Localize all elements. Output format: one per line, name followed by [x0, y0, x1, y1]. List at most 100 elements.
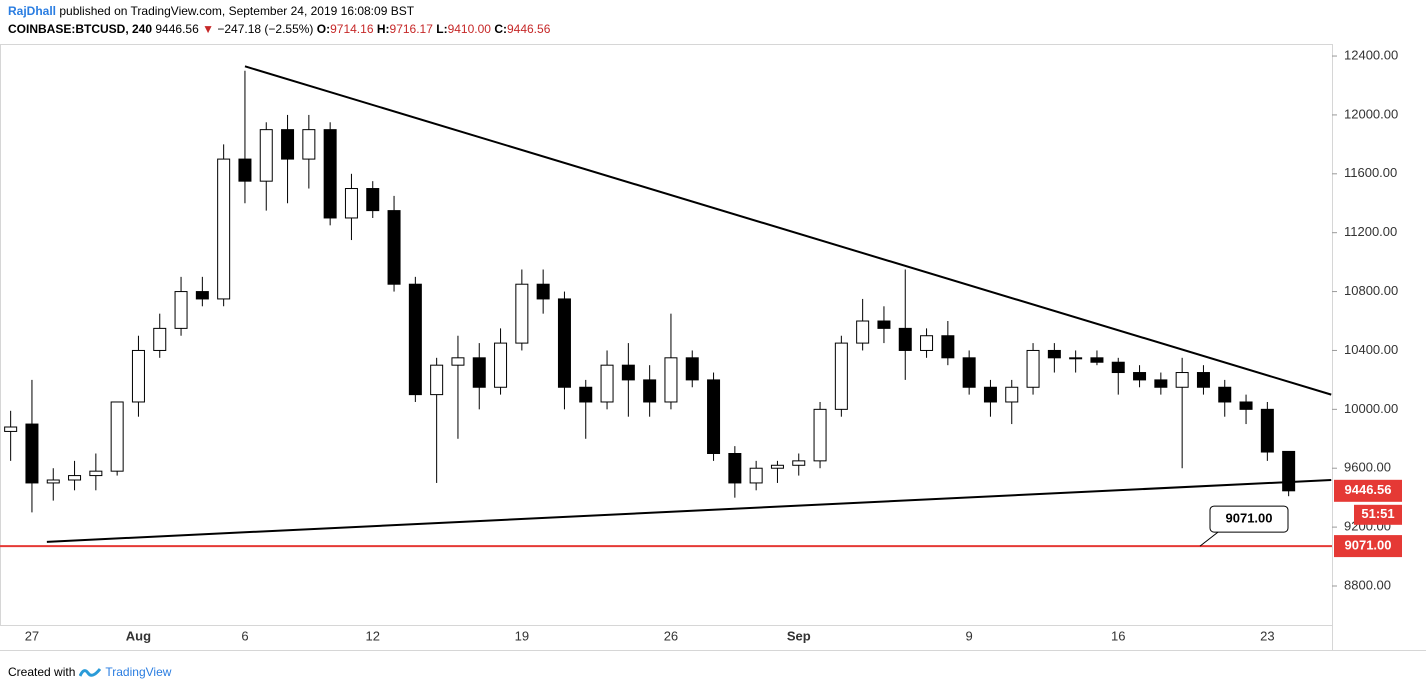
candle-body	[983, 386, 997, 403]
y-tick-label: 12400.00	[1344, 47, 1398, 62]
countdown: 51:51	[1361, 506, 1394, 521]
candle-body	[259, 129, 273, 182]
candle-body	[25, 423, 39, 484]
x-tick-label: 23	[1260, 628, 1274, 643]
candle-body	[792, 460, 806, 466]
candle-body	[323, 129, 337, 219]
callout: 9071.00	[1226, 511, 1273, 526]
y-tick-label: 11200.00	[1344, 224, 1397, 239]
l-label: L:	[436, 22, 448, 36]
countdown-box	[1354, 504, 1402, 525]
candle-body	[430, 364, 444, 396]
candle-body	[813, 408, 827, 462]
high: 9716.17	[389, 22, 433, 36]
candle-body	[1133, 372, 1147, 381]
publish-line: RajDhall published on TradingView.com, S…	[8, 4, 414, 18]
candle-body	[536, 283, 550, 300]
x-tick-label: 12	[366, 628, 380, 643]
candle-body	[1026, 349, 1040, 388]
candle-body	[579, 386, 593, 403]
arrow: ▼	[202, 22, 214, 36]
y-tick-label: 9600.00	[1344, 460, 1391, 475]
candle-body	[685, 357, 699, 381]
x-tick-label: 19	[515, 628, 529, 643]
c-label: C:	[494, 22, 507, 36]
symbol: COINBASE:BTCUSD, 240	[8, 22, 153, 36]
last-price-label: 9446.56	[1345, 482, 1392, 497]
candle-body	[153, 327, 167, 351]
callout-box	[1209, 505, 1289, 533]
candle-body	[941, 335, 955, 359]
trendline	[244, 65, 1332, 396]
candle-body	[494, 342, 508, 388]
candle-body	[643, 379, 657, 403]
created-with: Created with	[8, 665, 76, 679]
chart: 8800.009200.009600.0010000.0010400.00108…	[0, 44, 1426, 651]
candle-body	[1239, 401, 1253, 410]
candle-body	[238, 158, 252, 182]
candle-body	[728, 453, 742, 484]
candle-body	[621, 364, 635, 381]
candle-body	[281, 129, 295, 160]
candle-body	[600, 364, 614, 403]
candle-body	[302, 129, 316, 160]
y-tick-label: 10800.00	[1344, 283, 1398, 298]
logo	[79, 668, 102, 677]
candle-body	[1005, 386, 1019, 403]
last: 9446.56	[155, 22, 199, 36]
y-tick-label: 11600.00	[1344, 165, 1397, 180]
candle-body	[898, 327, 912, 351]
candle-body	[451, 357, 465, 366]
x-tick-label: 26	[664, 628, 678, 643]
candle-body	[217, 158, 231, 300]
candle-body	[46, 479, 60, 484]
x-tick-label: 27	[25, 628, 39, 643]
footer: Created with TradingView	[8, 665, 171, 679]
hline-label-box	[1334, 535, 1402, 558]
author[interactable]: RajDhall	[8, 4, 57, 18]
candle-body	[1111, 361, 1125, 374]
candle-body	[877, 320, 891, 329]
x-tick-label: 9	[966, 628, 973, 643]
candle-body	[1196, 372, 1210, 388]
candle-body	[557, 298, 571, 388]
candle-body	[1175, 372, 1189, 388]
x-tick-label: Aug	[126, 628, 151, 643]
low: 9410.00	[447, 22, 491, 36]
candle-body	[1260, 408, 1274, 453]
candle-body	[1090, 357, 1104, 363]
candle-body	[110, 401, 124, 472]
hline-label: 9071.00	[1345, 538, 1392, 553]
candle-body	[1154, 379, 1168, 388]
trendline	[46, 479, 1332, 543]
candle-body	[770, 464, 784, 469]
candle-body	[89, 470, 103, 477]
ohlc-line: COINBASE:BTCUSD, 240 9446.56 ▼ −247.18 (…	[8, 22, 550, 36]
x-tick-label: Sep	[787, 628, 811, 643]
candle-body	[387, 210, 401, 285]
open: 9714.16	[330, 22, 374, 36]
candle-body	[1218, 386, 1232, 403]
candle-body	[707, 379, 721, 455]
candle-body	[515, 283, 529, 344]
last-price-box	[1334, 479, 1402, 502]
candle-body	[174, 291, 188, 329]
candle-body	[366, 188, 380, 212]
brand[interactable]: TradingView	[105, 665, 172, 679]
candle-body	[856, 320, 870, 344]
candle-body	[131, 349, 145, 403]
y-tick-label: 10400.00	[1344, 342, 1398, 357]
candle-body	[962, 357, 976, 388]
change: −247.18 (−2.55%)	[217, 22, 314, 36]
published: published on TradingView.com, September …	[59, 4, 415, 18]
candle-body	[834, 342, 848, 410]
candle-body	[68, 475, 82, 481]
x-tick-label: 16	[1111, 628, 1125, 643]
candle-body	[344, 188, 358, 219]
candle-body	[1047, 349, 1061, 359]
candle-body	[920, 335, 934, 351]
x-tick-label: 6	[241, 628, 248, 643]
candle-body	[195, 291, 209, 300]
callout-pointer	[1199, 531, 1219, 547]
